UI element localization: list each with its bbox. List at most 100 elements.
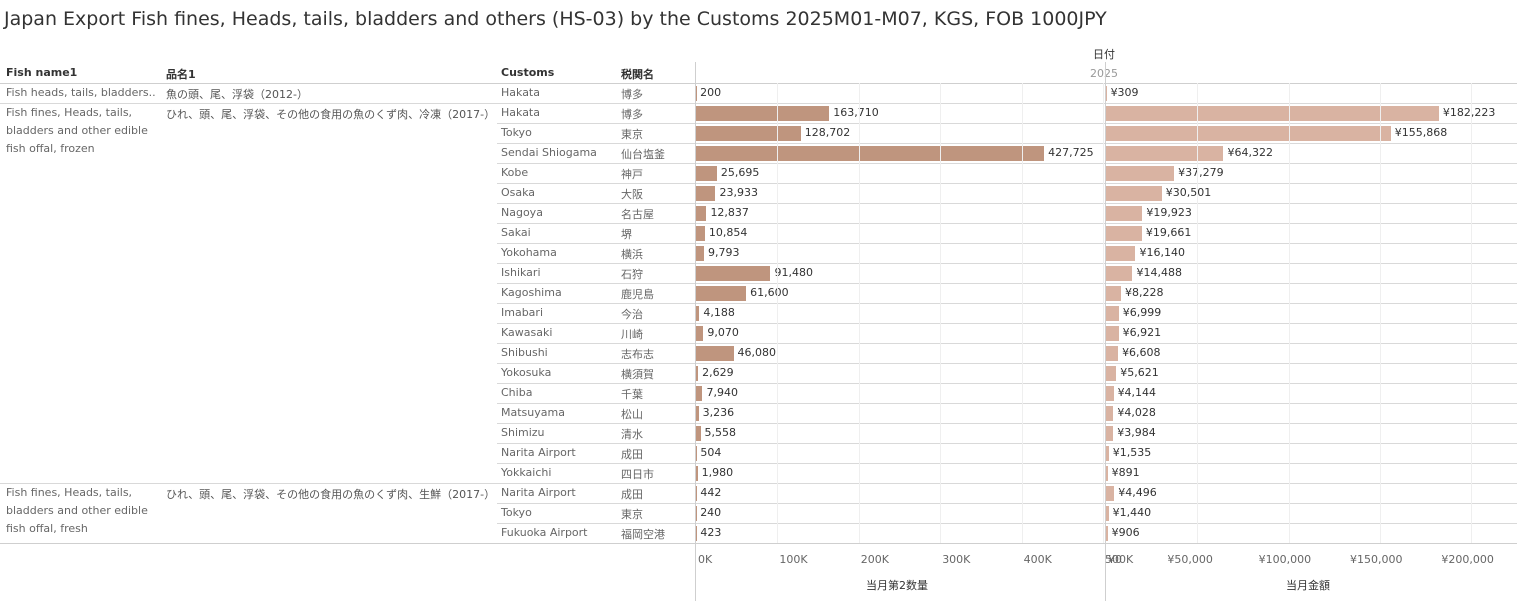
qty-bar[interactable] [696, 426, 701, 441]
row-divider [0, 103, 1517, 104]
qty-label: 240 [700, 506, 722, 519]
value-label: ¥14,488 [1136, 266, 1182, 279]
value-bar[interactable] [1106, 266, 1133, 281]
hinmei-cell: ひれ、頭、尾、浮袋、その他の食用の魚のくず肉、冷凍（2017-） [166, 108, 496, 121]
value-label: ¥309 [1110, 86, 1139, 99]
row-divider [497, 503, 1517, 504]
value-bar[interactable] [1106, 166, 1175, 181]
value-bar[interactable] [1106, 506, 1109, 521]
row-divider [497, 303, 1517, 304]
qty-bar[interactable] [696, 106, 830, 121]
customs-cell: Kagoshima [501, 286, 562, 299]
value-label: ¥16,140 [1139, 246, 1185, 259]
row-divider [497, 363, 1517, 364]
row-divider [497, 403, 1517, 404]
qty-tick-label: 100K [779, 553, 808, 566]
qty-bar[interactable] [696, 246, 704, 261]
value-bar[interactable] [1106, 526, 1108, 541]
value-bar[interactable] [1106, 226, 1142, 241]
column-header-zeikan[interactable]: 税関名 [621, 68, 654, 81]
qty-bar[interactable] [696, 226, 705, 241]
value-label: ¥1,535 [1112, 446, 1152, 459]
value-bar[interactable] [1106, 346, 1119, 361]
qty-label: 25,695 [720, 166, 760, 179]
value-label: ¥30,501 [1165, 186, 1212, 199]
qty-label: 3,236 [702, 406, 735, 419]
value-label: ¥155,868 [1394, 126, 1448, 139]
customs-cell: Sendai Shiogama [501, 146, 597, 159]
row-divider [497, 263, 1517, 264]
value-label: ¥64,322 [1227, 146, 1273, 159]
qty-bar[interactable] [696, 186, 716, 201]
value-bar[interactable] [1106, 206, 1143, 221]
customs-cell: Yokkaichi [501, 466, 552, 479]
value-bar[interactable] [1106, 106, 1439, 121]
zeikan-cell: 石狩 [621, 268, 643, 281]
customs-cell: Osaka [501, 186, 536, 199]
value-bar[interactable] [1106, 426, 1114, 441]
zeikan-cell: 大阪 [621, 188, 643, 201]
value-bar[interactable] [1106, 86, 1107, 101]
value-bar[interactable] [1106, 306, 1119, 321]
customs-cell: Tokyo [501, 506, 532, 519]
qty-bar[interactable] [696, 206, 707, 221]
qty-bar[interactable] [696, 306, 700, 321]
value-bar[interactable] [1106, 366, 1117, 381]
qty-bar[interactable] [696, 146, 1045, 161]
column-header-fish-name[interactable]: Fish name1 [6, 66, 78, 79]
qty-tick-label: 300K [942, 553, 971, 566]
zeikan-cell: 博多 [621, 88, 643, 101]
qty-label: 200 [700, 86, 722, 99]
zeikan-cell: 博多 [621, 108, 643, 121]
qty-gridline [777, 83, 779, 543]
row-divider [497, 163, 1517, 164]
value-bar[interactable] [1106, 446, 1109, 461]
qty-label: 91,480 [774, 266, 813, 279]
customs-cell: Nagoya [501, 206, 543, 219]
year-label: 2025 [1090, 67, 1118, 80]
zeikan-cell: 清水 [621, 428, 643, 441]
header-divider [0, 83, 1517, 84]
zeikan-cell: 川崎 [621, 328, 643, 341]
table-bottom-border [0, 543, 1517, 544]
value-bar[interactable] [1106, 406, 1114, 421]
value-bar[interactable] [1106, 126, 1391, 141]
value-gridline [1197, 83, 1199, 543]
qty-bar[interactable] [696, 386, 703, 401]
value-bar[interactable] [1106, 246, 1136, 261]
column-header-hinmei[interactable]: 品名1 [166, 68, 196, 81]
column-header-customs[interactable]: Customs [501, 66, 555, 79]
qty-bar[interactable] [696, 326, 704, 341]
customs-cell: Narita Airport [501, 486, 576, 499]
value-bar[interactable] [1106, 466, 1108, 481]
qty-bar[interactable] [696, 286, 747, 301]
zeikan-cell: 東京 [621, 128, 643, 141]
zeikan-cell: 横須賀 [621, 368, 654, 381]
value-bar[interactable] [1106, 146, 1224, 161]
zeikan-cell: 仙台塩釜 [621, 148, 665, 161]
fish-name-cell: Fish fines, Heads, tails, bladders and o… [6, 486, 148, 535]
qty-label: 423 [700, 526, 722, 539]
value-gridline [1288, 83, 1290, 543]
qty-bar[interactable] [696, 126, 801, 141]
qty-bar[interactable] [696, 466, 698, 481]
value-bar[interactable] [1106, 386, 1114, 401]
qty-bar[interactable] [696, 266, 771, 281]
value-bar[interactable] [1106, 486, 1115, 501]
customs-cell: Fukuoka Airport [501, 526, 588, 539]
zeikan-cell: 名古屋 [621, 208, 654, 221]
qty-bar[interactable] [696, 406, 699, 421]
qty-bar[interactable] [696, 346, 734, 361]
qty-bar[interactable] [696, 366, 699, 381]
qty-bar[interactable] [696, 166, 717, 181]
value-bar[interactable] [1106, 326, 1119, 341]
customs-cell: Yokohama [501, 246, 557, 259]
value-gridline [1380, 83, 1381, 543]
customs-cell: Matsuyama [501, 406, 565, 419]
value-bar[interactable] [1106, 186, 1162, 201]
row-divider [497, 423, 1517, 424]
row-divider [497, 123, 1517, 124]
qty-gridline [940, 83, 942, 543]
value-bar[interactable] [1106, 286, 1122, 301]
row-divider [497, 443, 1517, 444]
